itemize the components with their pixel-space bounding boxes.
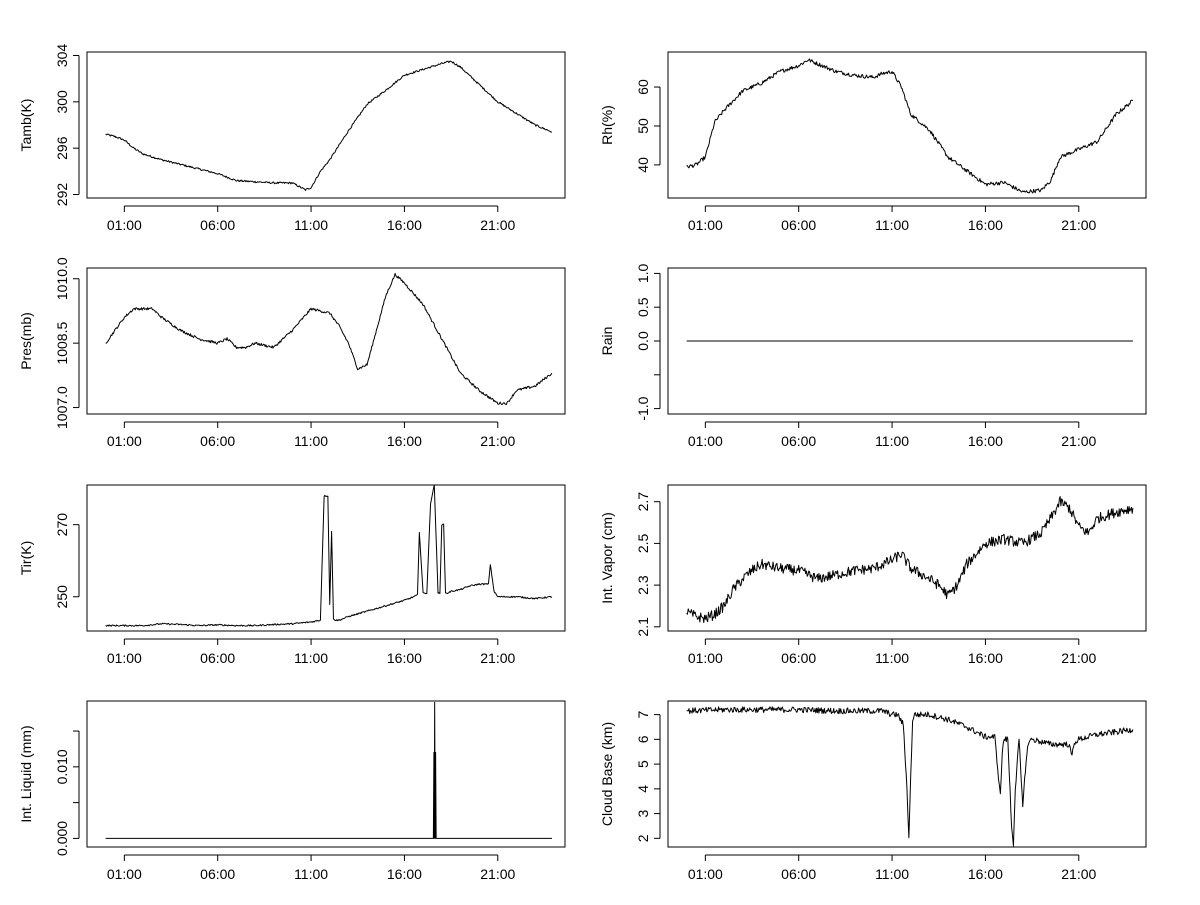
y-axis-title-7: Int. Liquid (mm) xyxy=(18,725,34,822)
y-axis-title-8: Cloud Base (km) xyxy=(599,722,615,826)
y-tick-label-7-1: 0.000 xyxy=(54,821,70,856)
x-tick-label-5-3: 11:00 xyxy=(294,650,328,666)
x-tick-label-3-4: 16:00 xyxy=(387,433,422,449)
x-tick-label-8-2: 06:00 xyxy=(781,866,816,882)
y-tick-label-3-2: 1008.5 xyxy=(54,322,70,365)
x-tick-label-1-2: 06:00 xyxy=(200,217,235,233)
y-tick-label-3-3: 1010.0 xyxy=(54,257,70,300)
x-tick-label-1-3: 11:00 xyxy=(294,217,328,233)
y-tick-label-4-4: 0.5 xyxy=(635,297,651,317)
series-line-1-1 xyxy=(105,60,553,191)
y-tick-label-4-5: 1.0 xyxy=(635,263,651,283)
series-line-7-1 xyxy=(105,701,552,839)
y-tick-label-2-1: 40 xyxy=(635,157,651,173)
x-tick-label-5-5: 21:00 xyxy=(480,650,515,666)
y-tick-label-8-4: 5 xyxy=(635,760,651,768)
x-tick-label-2-1: 01:00 xyxy=(688,217,723,233)
x-tick-label-7-1: 01:00 xyxy=(107,866,142,882)
y-tick-label-6-4: 2.7 xyxy=(635,492,651,512)
x-tick-label-8-3: 11:00 xyxy=(875,866,909,882)
x-tick-label-2-2: 06:00 xyxy=(781,217,816,233)
x-tick-label-3-1: 01:00 xyxy=(107,433,142,449)
y-tick-label-8-2: 3 xyxy=(635,809,651,817)
x-tick-label-2-5: 21:00 xyxy=(1061,217,1096,233)
y-tick-label-2-2: 50 xyxy=(635,118,651,134)
series-line-6-1 xyxy=(686,495,1134,624)
y-tick-label-6-3: 2.5 xyxy=(635,533,651,553)
x-tick-label-2-3: 11:00 xyxy=(875,217,909,233)
y-tick-label-1-1: 292 xyxy=(54,183,70,207)
plot-frame-3 xyxy=(86,267,566,415)
x-tick-label-4-3: 11:00 xyxy=(875,433,909,449)
y-tick-label-4-1: -1.0 xyxy=(635,396,651,420)
y-tick-label-7-3: 0.010 xyxy=(54,749,70,784)
x-tick-label-7-2: 06:00 xyxy=(200,866,235,882)
x-tick-label-8-4: 16:00 xyxy=(968,866,1003,882)
y-tick-label-8-3: 4 xyxy=(635,785,651,793)
x-tick-label-7-4: 16:00 xyxy=(387,866,422,882)
x-tick-label-6-4: 16:00 xyxy=(968,650,1003,666)
plot-frame-4 xyxy=(667,267,1147,415)
x-tick-label-1-1: 01:00 xyxy=(107,217,142,233)
x-tick-label-3-2: 06:00 xyxy=(200,433,235,449)
x-tick-label-4-2: 06:00 xyxy=(781,433,816,449)
y-axis-title-6: Int. Vapor (cm) xyxy=(599,512,615,604)
x-tick-label-6-5: 21:00 xyxy=(1061,650,1096,666)
x-tick-label-5-1: 01:00 xyxy=(107,650,142,666)
x-tick-label-7-5: 21:00 xyxy=(480,866,515,882)
y-tick-label-6-1: 2.1 xyxy=(635,617,651,637)
series-line-8-1 xyxy=(686,706,1134,847)
series-line-2-1 xyxy=(686,58,1134,194)
x-tick-label-1-5: 21:00 xyxy=(480,217,515,233)
plot-frame-6 xyxy=(667,484,1147,632)
plot-frame-5 xyxy=(86,484,566,632)
y-tick-label-5-2: 270 xyxy=(54,513,70,537)
y-axis-title-5: Tir(K) xyxy=(18,541,34,575)
y-axis-title-4: Rain xyxy=(599,327,615,356)
x-tick-label-7-3: 11:00 xyxy=(294,866,328,882)
x-tick-label-4-5: 21:00 xyxy=(1061,433,1096,449)
plot-frame-1 xyxy=(86,51,566,199)
y-tick-label-5-1: 250 xyxy=(54,585,70,609)
x-tick-label-5-4: 16:00 xyxy=(387,650,422,666)
series-line-3-1 xyxy=(105,272,553,406)
plot-frame-2 xyxy=(667,51,1147,199)
y-tick-label-4-3: 0.0 xyxy=(635,331,651,351)
x-tick-label-8-1: 01:00 xyxy=(688,866,723,882)
y-tick-label-1-3: 300 xyxy=(54,90,70,114)
y-tick-label-1-4: 304 xyxy=(54,44,70,68)
x-tick-label-8-5: 21:00 xyxy=(1061,866,1096,882)
y-tick-label-1-2: 296 xyxy=(54,136,70,160)
series-line-5-1 xyxy=(105,484,553,627)
plot-frame-7 xyxy=(86,700,566,848)
x-tick-label-6-3: 11:00 xyxy=(875,650,909,666)
x-tick-label-6-1: 01:00 xyxy=(688,650,723,666)
x-tick-label-5-2: 06:00 xyxy=(200,650,235,666)
y-tick-label-3-1: 1007.0 xyxy=(54,386,70,429)
x-tick-label-3-3: 11:00 xyxy=(294,433,328,449)
y-axis-title-3: Pres(mb) xyxy=(18,312,34,370)
y-axis-title-2: Rh(%) xyxy=(599,105,615,145)
y-tick-label-8-6: 7 xyxy=(635,711,651,719)
x-tick-label-3-5: 21:00 xyxy=(480,433,515,449)
x-tick-label-6-2: 06:00 xyxy=(781,650,816,666)
y-tick-label-8-5: 6 xyxy=(635,735,651,743)
y-tick-label-8-1: 2 xyxy=(635,834,651,842)
x-tick-label-4-1: 01:00 xyxy=(688,433,723,449)
y-axis-title-1: Tamb(K) xyxy=(18,99,34,152)
y-tick-label-6-2: 2.3 xyxy=(635,575,651,595)
x-tick-label-4-4: 16:00 xyxy=(968,433,1003,449)
x-tick-label-1-4: 16:00 xyxy=(387,217,422,233)
y-tick-label-2-3: 60 xyxy=(635,79,651,95)
x-tick-label-2-4: 16:00 xyxy=(968,217,1003,233)
plot-frame-8 xyxy=(667,700,1147,848)
